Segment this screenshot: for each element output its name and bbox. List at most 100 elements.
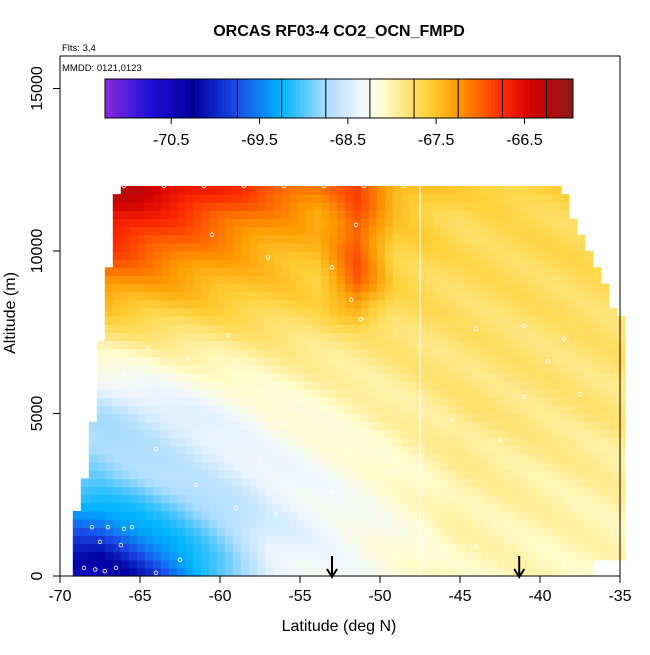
- heatmap-cell: [552, 543, 562, 553]
- heatmap-cell: [552, 251, 562, 260]
- heatmap-cell: [584, 527, 594, 536]
- heatmap-cell: [264, 186, 274, 195]
- heatmap-cell: [384, 291, 394, 301]
- heatmap-cell: [368, 307, 378, 317]
- heatmap-cell: [360, 186, 370, 195]
- heatmap-cell: [104, 446, 114, 455]
- heatmap-cell: [368, 535, 378, 545]
- heatmap-cell: [304, 194, 314, 203]
- heatmap-cell: [384, 186, 394, 195]
- heatmap-cell: [216, 559, 226, 569]
- flight-point: [289, 404, 295, 410]
- heatmap-cell: [536, 494, 546, 504]
- heatmap-cell: [80, 551, 90, 561]
- heatmap-cell: [112, 551, 122, 561]
- heatmap-cell: [552, 413, 562, 423]
- heatmap-cell: [296, 372, 306, 382]
- heatmap-cell: [368, 348, 378, 358]
- heatmap-cell: [480, 389, 490, 398]
- heatmap-cell: [608, 381, 618, 390]
- heatmap-cell: [208, 226, 218, 236]
- heatmap-cell: [448, 251, 458, 260]
- heatmap-cell: [456, 202, 466, 211]
- heatmap-cell: [280, 519, 290, 528]
- heatmap-cell: [416, 364, 426, 374]
- heatmap-cell: [272, 324, 282, 333]
- heatmap-cell: [400, 405, 410, 415]
- heatmap-cell: [304, 567, 314, 577]
- heatmap-cell: [392, 429, 402, 439]
- heatmap-cell: [280, 421, 290, 431]
- heatmap-cell: [136, 348, 146, 358]
- heatmap-cell: [536, 218, 546, 228]
- heatmap-cell: [328, 413, 338, 423]
- heatmap-cell: [560, 421, 570, 431]
- heatmap-cell: [464, 283, 474, 293]
- heatmap-cell: [272, 462, 282, 471]
- heatmap-cell: [296, 462, 306, 471]
- heatmap-cell: [328, 454, 338, 463]
- heatmap-cell: [568, 454, 578, 463]
- heatmap-cell: [304, 535, 314, 545]
- heatmap-cell: [112, 299, 122, 309]
- heatmap-cell: [376, 234, 386, 244]
- flights-note: Flts: 3,4: [62, 43, 96, 54]
- heatmap-cell: [208, 527, 218, 536]
- heatmap-cell: [264, 267, 274, 276]
- heatmap-cell: [536, 234, 546, 244]
- heatmap-cell: [272, 364, 282, 374]
- heatmap-cell: [368, 324, 378, 333]
- heatmap-cell: [312, 486, 322, 496]
- heatmap-cell: [408, 348, 418, 358]
- heatmap-cell: [536, 543, 546, 553]
- heatmap-cell: [184, 251, 194, 260]
- heatmap-cell: [392, 519, 402, 528]
- heatmap-cell: [248, 559, 258, 569]
- heatmap-cell: [176, 299, 186, 309]
- heatmap-cell: [456, 527, 466, 536]
- heatmap-cell: [440, 543, 450, 553]
- heatmap-cell: [560, 316, 570, 325]
- heatmap-cell: [80, 486, 90, 496]
- heatmap-cell: [376, 316, 386, 325]
- heatmap-cell: [480, 275, 490, 285]
- heatmap-cell: [184, 316, 194, 325]
- heatmap-cell: [456, 364, 466, 374]
- heatmap-cell: [280, 210, 290, 220]
- heatmap-cell: [496, 316, 506, 325]
- heatmap-cell: [464, 226, 474, 236]
- heatmap-cell: [368, 251, 378, 260]
- heatmap-cell: [424, 535, 434, 545]
- heatmap-cell: [168, 194, 178, 203]
- heatmap-cell: [584, 551, 594, 561]
- heatmap-cell: [536, 486, 546, 496]
- heatmap-cell: [336, 559, 346, 569]
- heatmap-cell: [240, 340, 250, 350]
- heatmap-cell: [536, 340, 546, 350]
- heatmap-cell: [240, 551, 250, 561]
- heatmap-cell: [592, 421, 602, 431]
- heatmap-cell: [408, 218, 418, 228]
- heatmap-cell: [536, 535, 546, 545]
- heatmap-cell: [256, 267, 266, 276]
- heatmap-cell: [168, 218, 178, 228]
- heatmap-cell: [184, 210, 194, 220]
- heatmap-cell: [248, 324, 258, 333]
- heatmap-cell: [560, 210, 570, 220]
- heatmap-cell: [424, 364, 434, 374]
- heatmap-cell: [128, 567, 138, 577]
- heatmap-cell: [408, 437, 418, 447]
- heatmap-cell: [304, 324, 314, 333]
- heatmap-cell: [344, 429, 354, 439]
- heatmap-cell: [280, 299, 290, 309]
- heatmap-cell: [240, 202, 250, 211]
- heatmap-cell: [488, 543, 498, 553]
- heatmap-cell: [416, 429, 426, 439]
- heatmap-cell: [200, 381, 210, 390]
- heatmap-cell: [400, 186, 410, 195]
- heatmap-cell: [264, 251, 274, 260]
- heatmap-cell: [336, 356, 346, 366]
- heatmap-cell: [448, 202, 458, 211]
- heatmap-cell: [176, 389, 186, 398]
